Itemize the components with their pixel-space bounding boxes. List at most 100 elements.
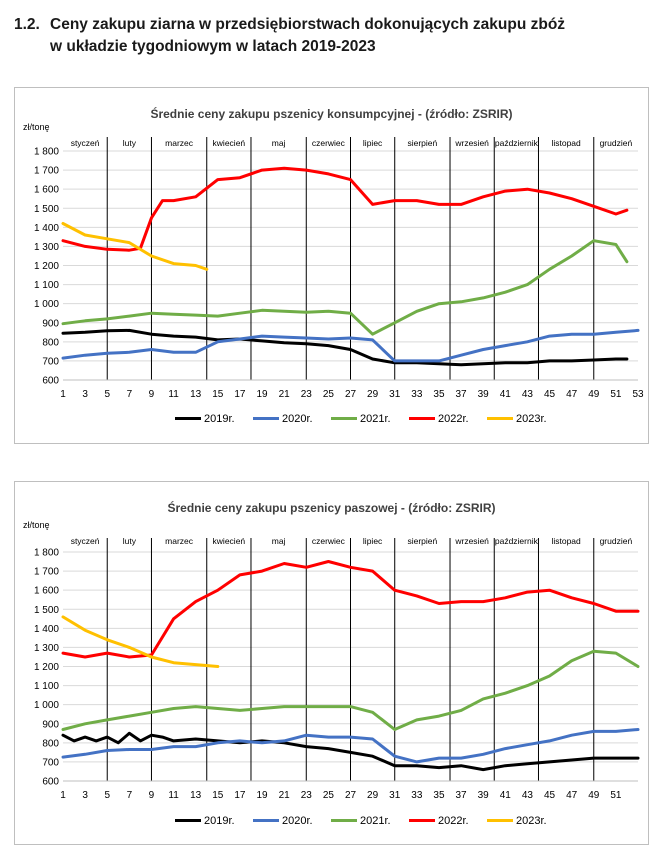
x-tick-label: 13 <box>190 389 202 400</box>
chart-consumption-wheat-svg: Średnie ceny zakupu pszenicy konsumpcyjn… <box>23 106 644 425</box>
x-tick-label: 35 <box>433 790 445 801</box>
chart-title: Średnie ceny zakupu pszenicy paszowej - … <box>167 500 495 515</box>
y-tick-label: 700 <box>42 356 59 367</box>
x-tick-label: 11 <box>168 790 179 801</box>
legend-label: 2023r. <box>516 413 547 425</box>
x-tick-label: 21 <box>279 790 291 801</box>
month-label: maj <box>272 138 286 148</box>
x-tick-label: 43 <box>522 389 534 400</box>
y-tick-label: 1 700 <box>34 166 59 177</box>
x-tick-label: 25 <box>323 790 335 801</box>
section-title-line-1: Ceny zakupu ziarna w przedsiębiorstwach … <box>50 16 566 33</box>
y-tick-label: 1 100 <box>34 280 59 291</box>
y-tick-label: 1 000 <box>34 299 59 310</box>
y-tick-label: 1 600 <box>34 586 59 597</box>
y-tick-label: 1 400 <box>34 624 59 635</box>
month-label: marzec <box>165 536 194 546</box>
y-tick-label: 1 500 <box>34 605 59 616</box>
x-tick-label: 47 <box>566 389 578 400</box>
chart-title: Średnie ceny zakupu pszenicy konsumpcyjn… <box>150 106 512 121</box>
y-tick-label: 1 600 <box>34 185 59 196</box>
month-label: czerwiec <box>312 536 346 546</box>
month-label: październik <box>495 536 539 546</box>
x-tick-label: 7 <box>127 790 133 801</box>
x-tick-label: 43 <box>522 790 534 801</box>
y-tick-label: 800 <box>42 337 59 348</box>
x-tick-label: 29 <box>367 389 379 400</box>
series-line <box>61 728 640 764</box>
x-tick-label: 27 <box>345 389 357 400</box>
y-tick-label: 700 <box>42 757 59 768</box>
month-label: listopad <box>551 536 581 546</box>
series-line <box>61 222 209 271</box>
x-tick-label: 41 <box>500 389 512 400</box>
x-tick-label: 51 <box>610 790 622 801</box>
x-tick-label: 23 <box>301 389 313 400</box>
month-label: listopad <box>551 138 581 148</box>
legend-label: 2022r. <box>438 413 469 425</box>
chart-feed-wheat-svg: Średnie ceny zakupu pszenicy paszowej - … <box>23 500 640 827</box>
y-tick-label: 1 700 <box>34 567 59 578</box>
x-tick-label: 33 <box>411 790 423 801</box>
x-tick-label: 13 <box>190 790 202 801</box>
x-tick-label: 1 <box>60 790 66 801</box>
y-tick-label: 600 <box>42 376 59 387</box>
x-tick-label: 21 <box>279 389 291 400</box>
x-tick-label: 3 <box>82 389 88 400</box>
x-tick-label: 9 <box>149 389 155 400</box>
y-tick-label: 1 100 <box>34 681 59 692</box>
x-tick-label: 37 <box>456 389 468 400</box>
x-tick-label: 27 <box>345 790 357 801</box>
month-label: marzec <box>165 138 194 148</box>
x-tick-label: 5 <box>104 790 110 801</box>
x-tick-label: 19 <box>256 790 268 801</box>
month-label: luty <box>123 138 137 148</box>
x-tick-label: 15 <box>212 389 224 400</box>
y-axis-label: zł/tonę <box>23 520 50 530</box>
x-tick-label: 25 <box>323 389 335 400</box>
legend-label: 2019r. <box>204 815 235 827</box>
legend-label: 2022r. <box>438 815 469 827</box>
series-line <box>61 560 640 659</box>
month-label: sierpień <box>407 536 437 546</box>
y-tick-label: 800 <box>42 738 59 749</box>
legend-label: 2021r. <box>360 413 391 425</box>
y-tick-label: 1 300 <box>34 242 59 253</box>
series-line <box>61 649 640 731</box>
x-tick-label: 39 <box>478 389 490 400</box>
y-tick-label: 900 <box>42 318 59 329</box>
series-line <box>61 328 640 363</box>
x-tick-label: 17 <box>234 790 246 801</box>
series-line <box>61 731 640 772</box>
x-tick-label: 11 <box>168 389 179 400</box>
y-tick-label: 1 300 <box>34 643 59 654</box>
x-tick-label: 31 <box>389 389 401 400</box>
legend-label: 2023r. <box>516 815 547 827</box>
x-tick-label: 31 <box>389 790 401 801</box>
y-axis-label: zł/tonę <box>23 122 50 132</box>
y-tick-label: 1 800 <box>34 548 59 559</box>
y-tick-label: 900 <box>42 719 59 730</box>
legend-label: 2021r. <box>360 815 391 827</box>
series-line <box>61 615 220 668</box>
legend-label: 2020r. <box>282 815 313 827</box>
x-tick-label: 49 <box>588 790 600 801</box>
month-label: styczeń <box>71 536 100 546</box>
y-tick-label: 1 200 <box>34 662 59 673</box>
x-tick-label: 51 <box>610 389 622 400</box>
month-label: sierpień <box>407 138 437 148</box>
month-label: styczeń <box>71 138 100 148</box>
x-tick-label: 41 <box>500 790 512 801</box>
month-label: wrzesień <box>454 138 489 148</box>
month-label: październik <box>495 138 539 148</box>
x-tick-label: 47 <box>566 790 578 801</box>
series-line <box>61 239 629 336</box>
month-label: kwiecień <box>213 138 246 148</box>
section-number: 1.2. <box>14 16 40 33</box>
chart-consumption-wheat: Średnie ceny zakupu pszenicy konsumpcyjn… <box>14 87 649 444</box>
month-label: grudzień <box>600 536 633 546</box>
x-tick-label: 53 <box>632 389 644 400</box>
x-tick-label: 7 <box>127 389 133 400</box>
x-tick-label: 49 <box>588 389 600 400</box>
month-label: lipiec <box>363 536 383 546</box>
